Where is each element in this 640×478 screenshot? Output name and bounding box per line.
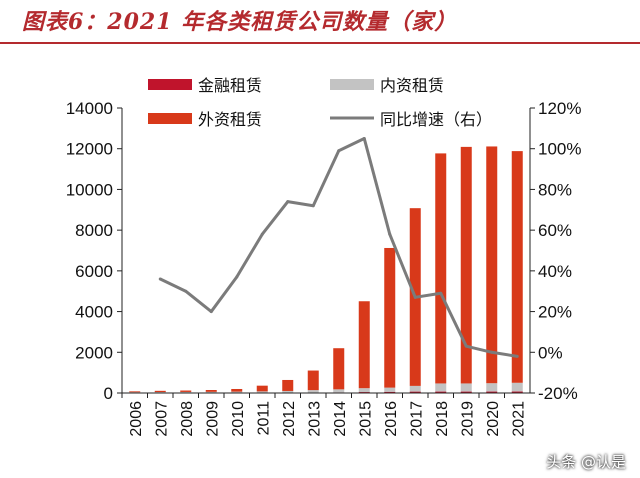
bar-foreign-leasing <box>358 301 370 389</box>
x-tick-label: 2015 <box>357 401 374 437</box>
bar-domestic-leasing <box>129 392 141 393</box>
bar-domestic-leasing <box>231 391 243 393</box>
bar-foreign-leasing <box>129 391 141 393</box>
bar-financial-leasing <box>486 391 498 393</box>
bar-domestic-leasing <box>333 389 345 393</box>
bar-domestic-leasing <box>358 388 370 393</box>
bar-foreign-leasing <box>180 390 192 392</box>
x-tick-label: 2021 <box>510 401 527 437</box>
growth-rate-point <box>235 275 239 279</box>
bar-domestic-leasing <box>460 383 472 392</box>
x-tick-label: 2011 <box>255 401 272 436</box>
y-left-tick-label: 12000 <box>66 140 113 159</box>
bar-domestic-leasing <box>486 383 498 392</box>
y-left-tick-label: 0 <box>104 384 113 403</box>
bar-foreign-leasing <box>460 146 472 384</box>
y-right-tick-label: 0% <box>538 343 563 362</box>
y-left-tick-label: 2000 <box>75 343 113 362</box>
bar-foreign-leasing <box>256 385 268 392</box>
y-right-tick-label: 60% <box>538 221 572 240</box>
y-right-tick-label: 20% <box>538 303 572 322</box>
x-tick-label: 2012 <box>281 401 298 437</box>
x-tick-label: 2013 <box>306 401 323 437</box>
bar-foreign-leasing <box>486 146 498 384</box>
bar-foreign-leasing <box>154 390 166 393</box>
growth-rate-point <box>311 204 315 208</box>
x-tick-label: 2009 <box>204 401 221 437</box>
bar-financial-leasing <box>511 391 523 393</box>
bar-domestic-leasing <box>256 391 268 393</box>
x-tick-label: 2018 <box>434 401 451 437</box>
growth-rate-point <box>490 350 494 354</box>
y-right-tick-label: 120% <box>538 99 581 118</box>
bar-foreign-leasing <box>307 370 319 391</box>
x-tick-label: 2019 <box>459 401 476 437</box>
legend-financial-leasing-label: 金融租赁 <box>198 76 262 95</box>
bar-domestic-leasing <box>409 385 421 392</box>
x-tick-label: 2020 <box>485 401 502 437</box>
y-left-tick-label: 8000 <box>75 221 113 240</box>
y-left-tick-label: 6000 <box>75 262 113 281</box>
y-right-tick-label: 80% <box>538 180 572 199</box>
bar-domestic-leasing <box>384 387 396 392</box>
bar-foreign-leasing <box>511 151 523 383</box>
bar-foreign-leasing <box>282 379 294 391</box>
watermark: 头条 @认是 <box>546 453 626 471</box>
legend-domestic-leasing-swatch <box>330 79 374 90</box>
x-tick-label: 2008 <box>179 401 196 437</box>
legend-foreign-leasing-label: 外资租赁 <box>198 110 262 129</box>
x-tick-label: 2016 <box>383 401 400 437</box>
x-tick-label: 2010 <box>230 401 247 437</box>
legend-domestic-leasing-label: 内资租赁 <box>380 76 444 95</box>
legend-financial-leasing-swatch <box>148 79 192 90</box>
y-right-tick-label: 100% <box>538 140 581 159</box>
growth-rate-point <box>158 277 162 281</box>
x-tick-label: 2006 <box>128 401 145 437</box>
y-right-tick-label: 40% <box>538 262 572 281</box>
bar-foreign-leasing <box>205 390 217 392</box>
growth-rate-point <box>413 295 417 299</box>
bar-financial-leasing <box>409 391 421 393</box>
legend-foreign-leasing-swatch <box>148 113 192 124</box>
bar-domestic-leasing <box>180 391 192 393</box>
y-left-tick-label: 4000 <box>75 303 113 322</box>
x-tick-label: 2014 <box>332 401 349 437</box>
growth-rate-point <box>260 232 264 236</box>
y-left-tick-label: 10000 <box>66 180 113 199</box>
bar-financial-leasing <box>435 391 447 393</box>
bar-financial-leasing <box>384 391 396 393</box>
bar-foreign-leasing <box>435 153 447 384</box>
growth-rate-point <box>439 291 443 295</box>
x-tick-label: 2007 <box>153 401 170 437</box>
growth-rate-point <box>515 354 519 358</box>
bar-financial-leasing <box>460 391 472 393</box>
bar-domestic-leasing <box>511 382 523 392</box>
bar-domestic-leasing <box>154 392 166 393</box>
growth-rate-point <box>286 200 290 204</box>
growth-rate-point <box>388 232 392 236</box>
growth-rate-point <box>184 289 188 293</box>
bar-foreign-leasing <box>333 348 345 390</box>
bar-foreign-leasing <box>384 247 396 388</box>
title-underline <box>0 42 640 44</box>
growth-rate-point <box>464 344 468 348</box>
y-right-tick-label: -20% <box>538 384 578 403</box>
bar-domestic-leasing <box>205 391 217 393</box>
bar-foreign-leasing <box>231 388 243 392</box>
bar-domestic-leasing <box>435 383 447 392</box>
bar-domestic-leasing <box>282 390 294 393</box>
legend-growth-rate-label: 同比增速（右） <box>380 110 492 129</box>
x-tick-label: 2017 <box>408 401 425 437</box>
growth-rate-point <box>362 137 366 141</box>
bar-domestic-leasing <box>307 390 319 393</box>
chart-title: 图表6：2021 年各类租赁公司数量（家） <box>22 9 458 35</box>
y-left-tick-label: 14000 <box>66 99 113 118</box>
growth-rate-point <box>337 149 341 153</box>
growth-rate-point <box>209 310 213 314</box>
